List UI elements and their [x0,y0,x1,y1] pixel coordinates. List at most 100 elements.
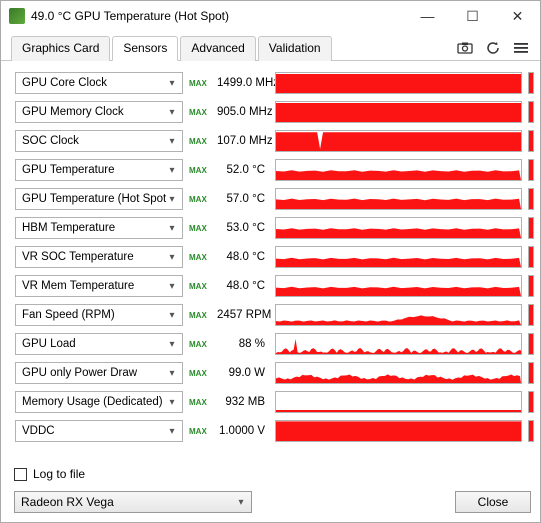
sensor-graph-edge [528,159,534,181]
tab-validation[interactable]: Validation [258,36,332,61]
chevron-down-icon: ▾ [166,194,178,205]
sensor-graph [275,420,522,442]
sensor-row: SOC Clock ▾ MAX 107.0 MHz [15,129,534,153]
tab-bar: Graphics CardSensorsAdvancedValidation [1,31,540,61]
chevron-down-icon: ▾ [166,136,178,147]
sensor-value: 932 MB [217,396,269,408]
tab-graphics-card[interactable]: Graphics Card [11,36,110,61]
max-badge: MAX [189,108,211,117]
close-button[interactable]: Close [455,491,531,513]
max-badge: MAX [189,282,211,291]
max-badge: MAX [189,311,211,320]
sensor-name-select[interactable]: GPU only Power Draw ▾ [15,362,183,384]
chevron-down-icon: ▾ [166,252,178,263]
sensor-row: GPU Memory Clock ▾ MAX 905.0 MHz [15,100,534,124]
menu-icon[interactable] [512,40,530,56]
chevron-down-icon: ▾ [166,426,178,437]
sensor-name-select[interactable]: GPU Temperature ▾ [15,159,183,181]
minimize-button[interactable]: — [405,1,450,31]
sensor-name-select[interactable]: SOC Clock ▾ [15,130,183,152]
sensor-name-select[interactable]: GPU Memory Clock ▾ [15,101,183,123]
sensor-name-select[interactable]: Fan Speed (RPM) ▾ [15,304,183,326]
max-badge: MAX [189,253,211,262]
sensor-row: GPU only Power Draw ▾ MAX 99.0 W [15,361,534,385]
chevron-down-icon: ▾ [166,339,178,350]
sensor-graph-edge [528,130,534,152]
app-icon [9,8,25,24]
sensor-value: 905.0 MHz [217,106,269,118]
sensor-row: Fan Speed (RPM) ▾ MAX 2457 RPM [15,303,534,327]
sensor-name-select[interactable]: HBM Temperature ▾ [15,217,183,239]
max-badge: MAX [189,79,211,88]
sensor-value: 107.0 MHz [217,135,269,147]
sensor-graph-edge [528,333,534,355]
chevron-down-icon: ▾ [166,397,178,408]
sensor-name-label: GPU only Power Draw [22,367,166,379]
max-badge: MAX [189,224,211,233]
sensor-name-label: GPU Temperature [22,164,166,176]
sensor-name-select[interactable]: GPU Core Clock ▾ [15,72,183,94]
tab-sensors[interactable]: Sensors [112,36,178,61]
sensor-name-select[interactable]: VDDC ▾ [15,420,183,442]
chevron-down-icon: ▾ [166,310,178,321]
sensor-name-label: VR Mem Temperature [22,280,166,292]
sensor-name-label: GPU Load [22,338,166,350]
sensor-graph-edge [528,304,534,326]
chevron-down-icon: ▾ [166,165,178,176]
sensor-name-label: GPU Core Clock [22,77,166,89]
sensor-list: GPU Core Clock ▾ MAX 1499.0 MHz GPU Memo… [1,61,540,479]
sensor-graph-edge [528,72,534,94]
sensor-graph-edge [528,391,534,413]
sensor-row: GPU Load ▾ MAX 88 % [15,332,534,356]
sensor-name-label: GPU Memory Clock [22,106,166,118]
window-title: 49.0 °C GPU Temperature (Hot Spot) [31,9,405,23]
sensor-name-label: Memory Usage (Dedicated) [22,396,166,408]
sensor-name-label: VR SOC Temperature [22,251,166,263]
sensor-row: VR SOC Temperature ▾ MAX 48.0 °C [15,245,534,269]
sensor-graph-edge [528,101,534,123]
sensor-name-select[interactable]: GPU Load ▾ [15,333,183,355]
sensor-name-select[interactable]: Memory Usage (Dedicated) ▾ [15,391,183,413]
sensor-name-label: SOC Clock [22,135,166,147]
sensor-graph-edge [528,275,534,297]
sensor-graph [275,304,522,326]
sensor-graph-edge [528,246,534,268]
screenshot-icon[interactable] [456,40,474,56]
sensor-value: 52.0 °C [217,164,269,176]
refresh-icon[interactable] [484,40,502,56]
sensor-row: Memory Usage (Dedicated) ▾ MAX 932 MB [15,390,534,414]
sensor-name-select[interactable]: VR SOC Temperature ▾ [15,246,183,268]
log-to-file-label: Log to file [33,467,85,481]
sensor-graph-edge [528,188,534,210]
chevron-down-icon: ▾ [166,281,178,292]
sensor-row: HBM Temperature ▾ MAX 53.0 °C [15,216,534,240]
sensor-name-select[interactable]: VR Mem Temperature ▾ [15,275,183,297]
sensor-value: 2457 RPM [217,309,269,321]
sensor-graph-edge [528,420,534,442]
sensor-graph-edge [528,217,534,239]
maximize-button[interactable]: ☐ [450,1,495,31]
sensor-value: 48.0 °C [217,280,269,292]
sensor-value: 57.0 °C [217,193,269,205]
sensor-graph [275,333,522,355]
sensor-value: 1499.0 MHz [217,77,269,89]
max-badge: MAX [189,369,211,378]
close-window-button[interactable]: ✕ [495,1,540,31]
chevron-down-icon: ▾ [166,107,178,118]
sensor-graph [275,246,522,268]
sensor-name-label: GPU Temperature (Hot Spot) [22,193,166,205]
max-badge: MAX [189,398,211,407]
sensor-name-select[interactable]: GPU Temperature (Hot Spot) ▾ [15,188,183,210]
sensor-graph [275,217,522,239]
sensor-graph [275,159,522,181]
max-badge: MAX [189,427,211,436]
max-badge: MAX [189,340,211,349]
tab-advanced[interactable]: Advanced [180,36,255,61]
device-select[interactable]: Radeon RX Vega ▾ [14,491,252,513]
log-to-file-checkbox[interactable] [14,468,27,481]
sensor-name-label: VDDC [22,425,166,437]
sensor-graph [275,72,522,94]
sensor-value: 48.0 °C [217,251,269,263]
sensor-row: VDDC ▾ MAX 1.0000 V [15,419,534,443]
sensor-graph [275,101,522,123]
